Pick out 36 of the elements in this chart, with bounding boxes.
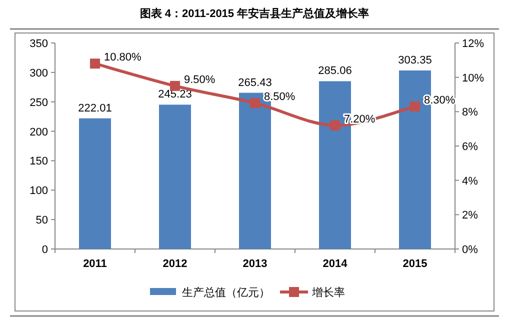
legend-label: 增长率 (311, 286, 345, 299)
title: 图表 4：2011-2015 年安吉县生产总值及增长率 (140, 8, 370, 20)
y-tick-label: 300 (30, 67, 48, 80)
y2-tick-label: 8% (462, 106, 478, 119)
x-tick-label: 2011 (83, 258, 107, 270)
x-tick-label: 2013 (242, 258, 268, 270)
y-tick-label: 350 (30, 38, 48, 50)
y-tick-label: 200 (30, 126, 48, 138)
point (250, 98, 260, 108)
y2-tick-label: 12% (462, 38, 484, 50)
data-label: 222.01 (78, 102, 112, 114)
data-label: 285.06 (318, 65, 352, 78)
x-tick-label: 2012 (162, 258, 188, 270)
y2-tick-label: 2% (462, 210, 478, 222)
data-label: 303.35 (398, 54, 432, 66)
y2-tick-label: 4% (462, 175, 478, 188)
data-label: 9.50% (184, 74, 216, 86)
y-tick-label: 100 (30, 185, 48, 198)
y2-tick-label: 10% (462, 72, 484, 84)
y-tick-label: 250 (30, 96, 48, 109)
y-tick-label: 50 (36, 214, 48, 227)
bar (79, 118, 111, 249)
point (330, 120, 340, 130)
data-label: 10.80% (104, 52, 142, 64)
x-tick-label: 2015 (402, 258, 428, 270)
legend-label: 生产总值（亿元） (182, 286, 270, 299)
data-label: 245.23 (158, 88, 192, 101)
bar (159, 104, 191, 249)
x-tick-label: 2014 (322, 258, 348, 270)
data-label: 265.43 (238, 76, 272, 89)
point (410, 102, 420, 112)
point (90, 58, 100, 69)
y-tick-label: 150 (30, 156, 48, 168)
y2-tick-label: 0% (462, 244, 478, 256)
y2-tick-label: 6% (462, 141, 478, 153)
y-tick-label: 0 (42, 244, 48, 256)
